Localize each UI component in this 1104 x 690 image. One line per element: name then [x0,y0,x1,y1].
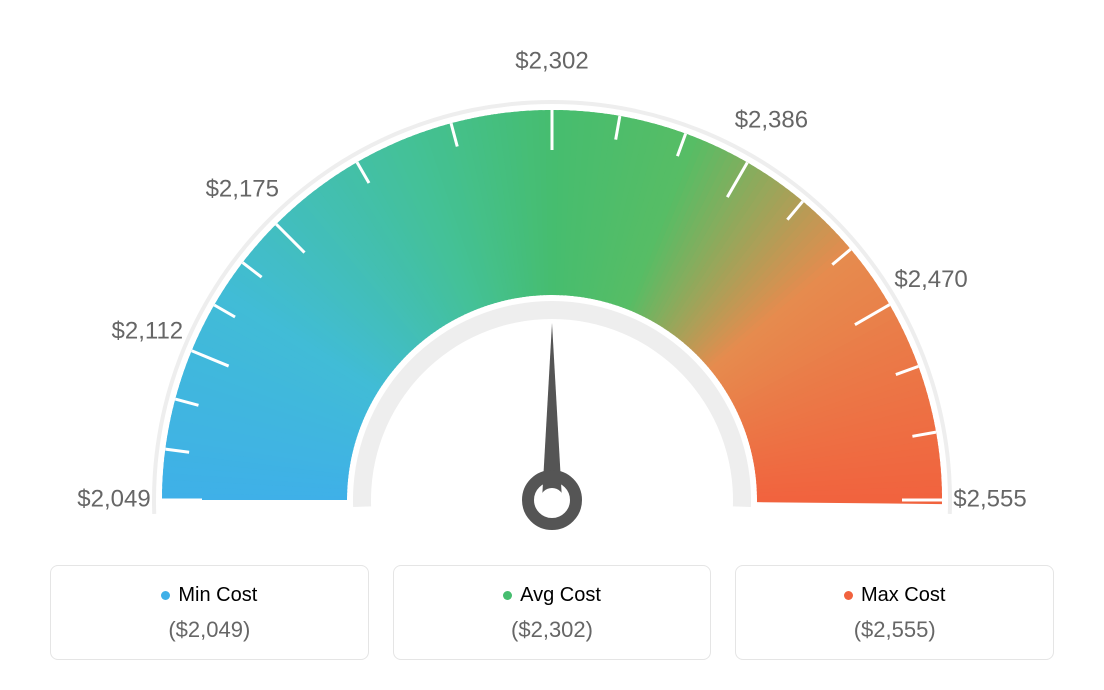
svg-text:$2,555: $2,555 [953,485,1026,512]
legend-card-min: Min Cost ($2,049) [50,565,369,660]
svg-text:$2,049: $2,049 [77,485,150,512]
legend-min-label: Min Cost [178,584,257,607]
svg-text:$2,112: $2,112 [112,318,184,345]
svg-text:$2,302: $2,302 [515,47,588,74]
legend-max-title: Max Cost [844,584,945,607]
gauge-svg: $2,049 $2,112 $2,175 $2,302 $2,386 $2,470 $2,5… [52,30,1052,570]
legend-dot-max [844,591,853,600]
legend-min-value: ($2,049) [61,617,358,643]
legend-dot-avg [503,591,512,600]
svg-text:$2,470: $2,470 [894,266,967,293]
legend-avg-value: ($2,302) [404,617,701,643]
legend-min-title: Min Cost [161,584,257,607]
legend-max-label: Max Cost [861,584,945,607]
legend-card-avg: Avg Cost ($2,302) [393,565,712,660]
legend-row: Min Cost ($2,049) Avg Cost ($2,302) Max … [50,565,1054,660]
legend-avg-label: Avg Cost [520,584,601,607]
legend-avg-title: Avg Cost [503,584,601,607]
svg-text:$2,386: $2,386 [735,106,808,133]
legend-card-max: Max Cost ($2,555) [735,565,1054,660]
cost-gauge-chart: $2,049 $2,112 $2,175 $2,302 $2,386 $2,470 $2,5… [0,0,1104,690]
svg-text:$2,175: $2,175 [206,176,279,203]
gauge-area: $2,049 $2,112 $2,175 $2,302 $2,386 $2,470 $2,5… [52,30,1052,570]
legend-max-value: ($2,555) [746,617,1043,643]
legend-dot-min [161,591,170,600]
